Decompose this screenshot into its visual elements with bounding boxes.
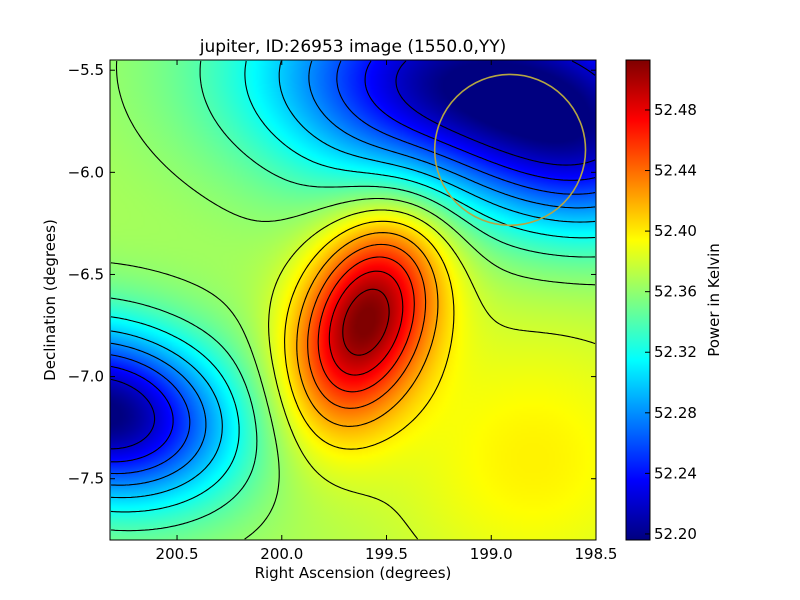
contour-line — [328, 270, 404, 376]
y-tick-label: −5.5 — [68, 61, 104, 79]
contour-line — [307, 243, 427, 409]
x-tick-label: 198.5 — [575, 545, 618, 563]
colorbar-tick-label: 52.36 — [654, 283, 697, 301]
contour-line — [317, 256, 415, 393]
colorbar-tick-label: 52.44 — [654, 162, 697, 180]
x-tick-label: 199.5 — [365, 545, 408, 563]
x-tick-label: 199.0 — [470, 545, 513, 563]
contour-line — [296, 232, 439, 427]
contour-line — [110, 60, 596, 540]
contour-line — [268, 209, 596, 540]
colorbar-gradient — [626, 60, 650, 540]
colorbar-tick-label: 52.48 — [654, 101, 697, 119]
heatmap-image — [110, 60, 596, 540]
colorbar-axis: 52.20 52.24 52.28 52.32 52.36 52.40 52.44 52.48 — [645, 101, 697, 543]
contour-line — [284, 220, 455, 450]
contour-line — [110, 60, 596, 499]
x-tick-label: 200.5 — [156, 545, 199, 563]
contour-line — [342, 288, 390, 356]
contour-line — [110, 60, 596, 513]
y-axis: −5.5 −6.0 −6.5 −7.0 −7.5 — [68, 61, 596, 488]
chart-title: jupiter, ID:26953 image (1550.0,YY) — [199, 37, 507, 57]
y-tick-label: −7.0 — [68, 368, 104, 386]
overlay-circle — [433, 73, 587, 227]
colorbar-tick-label: 52.32 — [654, 343, 697, 361]
contour-line — [110, 60, 596, 475]
contour-line — [110, 60, 595, 532]
colorbar-tick-label: 52.28 — [654, 404, 697, 422]
colorbar-tick-label: 52.20 — [654, 525, 697, 543]
x-tick-label: 200.0 — [260, 545, 303, 563]
y-axis-label: Declination (degrees) — [41, 219, 59, 381]
y-tick-label: −6.0 — [68, 163, 104, 181]
x-axis-label: Right Ascension (degrees) — [255, 564, 452, 582]
contour-lines — [110, 60, 596, 540]
colorbar-tick-label: 52.40 — [654, 222, 697, 240]
y-tick-label: −6.5 — [68, 265, 104, 283]
colorbar-tick-label: 52.24 — [654, 464, 697, 482]
x-axis: 200.5 200.0 199.5 199.0 198.5 — [156, 60, 618, 563]
plot-frame — [109, 59, 597, 541]
contour-line — [110, 60, 596, 450]
colorbar-label: Power in Kelvin — [705, 243, 723, 357]
contour-line — [110, 60, 596, 463]
y-tick-label: −7.5 — [68, 470, 104, 488]
contour-line — [110, 60, 596, 486]
colorbar-frame — [625, 59, 651, 541]
